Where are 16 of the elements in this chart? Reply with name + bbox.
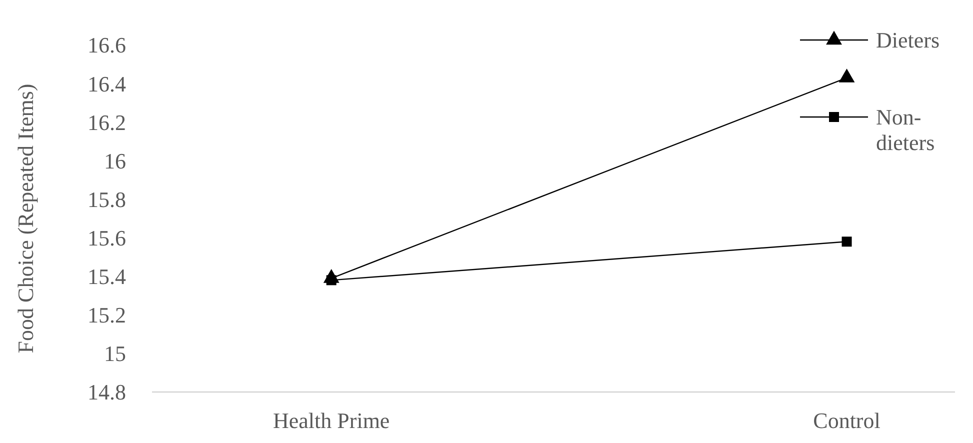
y-tick-label: 15.6 xyxy=(88,225,126,250)
y-tick-label: 16.4 xyxy=(88,71,126,96)
y-tick-label: 16.6 xyxy=(88,32,126,58)
y-tick-label: 15.2 xyxy=(88,302,126,328)
legend-label: Dieters xyxy=(876,28,940,53)
y-tick-label: 16 xyxy=(104,148,126,174)
y-axis-title: Food Choice (Repeated Items) xyxy=(13,84,38,354)
legend-label: Non-dieters xyxy=(876,104,935,155)
point xyxy=(842,236,852,247)
x-tick-label: Health Prime xyxy=(273,408,390,433)
y-tick-label: 15.4 xyxy=(88,264,126,290)
x-tick-label: Control xyxy=(813,408,880,433)
y-tick-label: 15 xyxy=(104,341,126,366)
y-tick-label: 14.8 xyxy=(88,380,126,405)
y-tick-label: 16.2 xyxy=(88,110,126,135)
y-tick-label: 15.8 xyxy=(88,186,126,212)
